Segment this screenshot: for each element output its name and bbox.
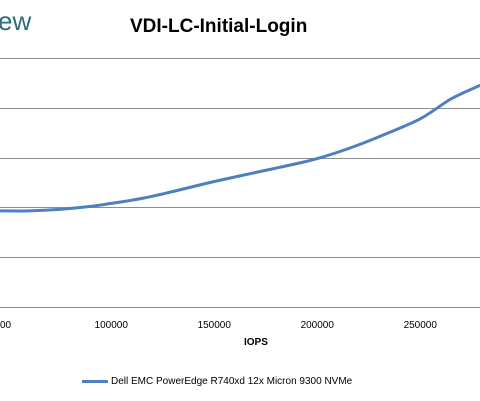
x-axis-label: IOPS [244, 337, 268, 348]
brand-logo-fragment: ew [0, 6, 32, 36]
x-tick-label: 150000 [198, 320, 232, 331]
series-line [0, 83, 480, 213]
series-lines [0, 83, 480, 213]
legend-swatch [82, 379, 108, 383]
x-tick-label: 00 [0, 320, 12, 331]
chart-title: VDI-LC-Initial-Login [130, 16, 308, 37]
x-tick-label: 100000 [95, 320, 129, 331]
legend-label: Dell EMC PowerEdge R740xd 12x Micron 930… [111, 375, 353, 387]
x-tick-label: 200000 [301, 320, 335, 331]
x-tick-labels: 00 100000 150000 200000 250000 [0, 320, 437, 331]
gridlines [0, 58, 480, 258]
legend: Dell EMC PowerEdge R740xd 12x Micron 930… [82, 374, 352, 388]
x-tick-label: 250000 [404, 320, 438, 331]
